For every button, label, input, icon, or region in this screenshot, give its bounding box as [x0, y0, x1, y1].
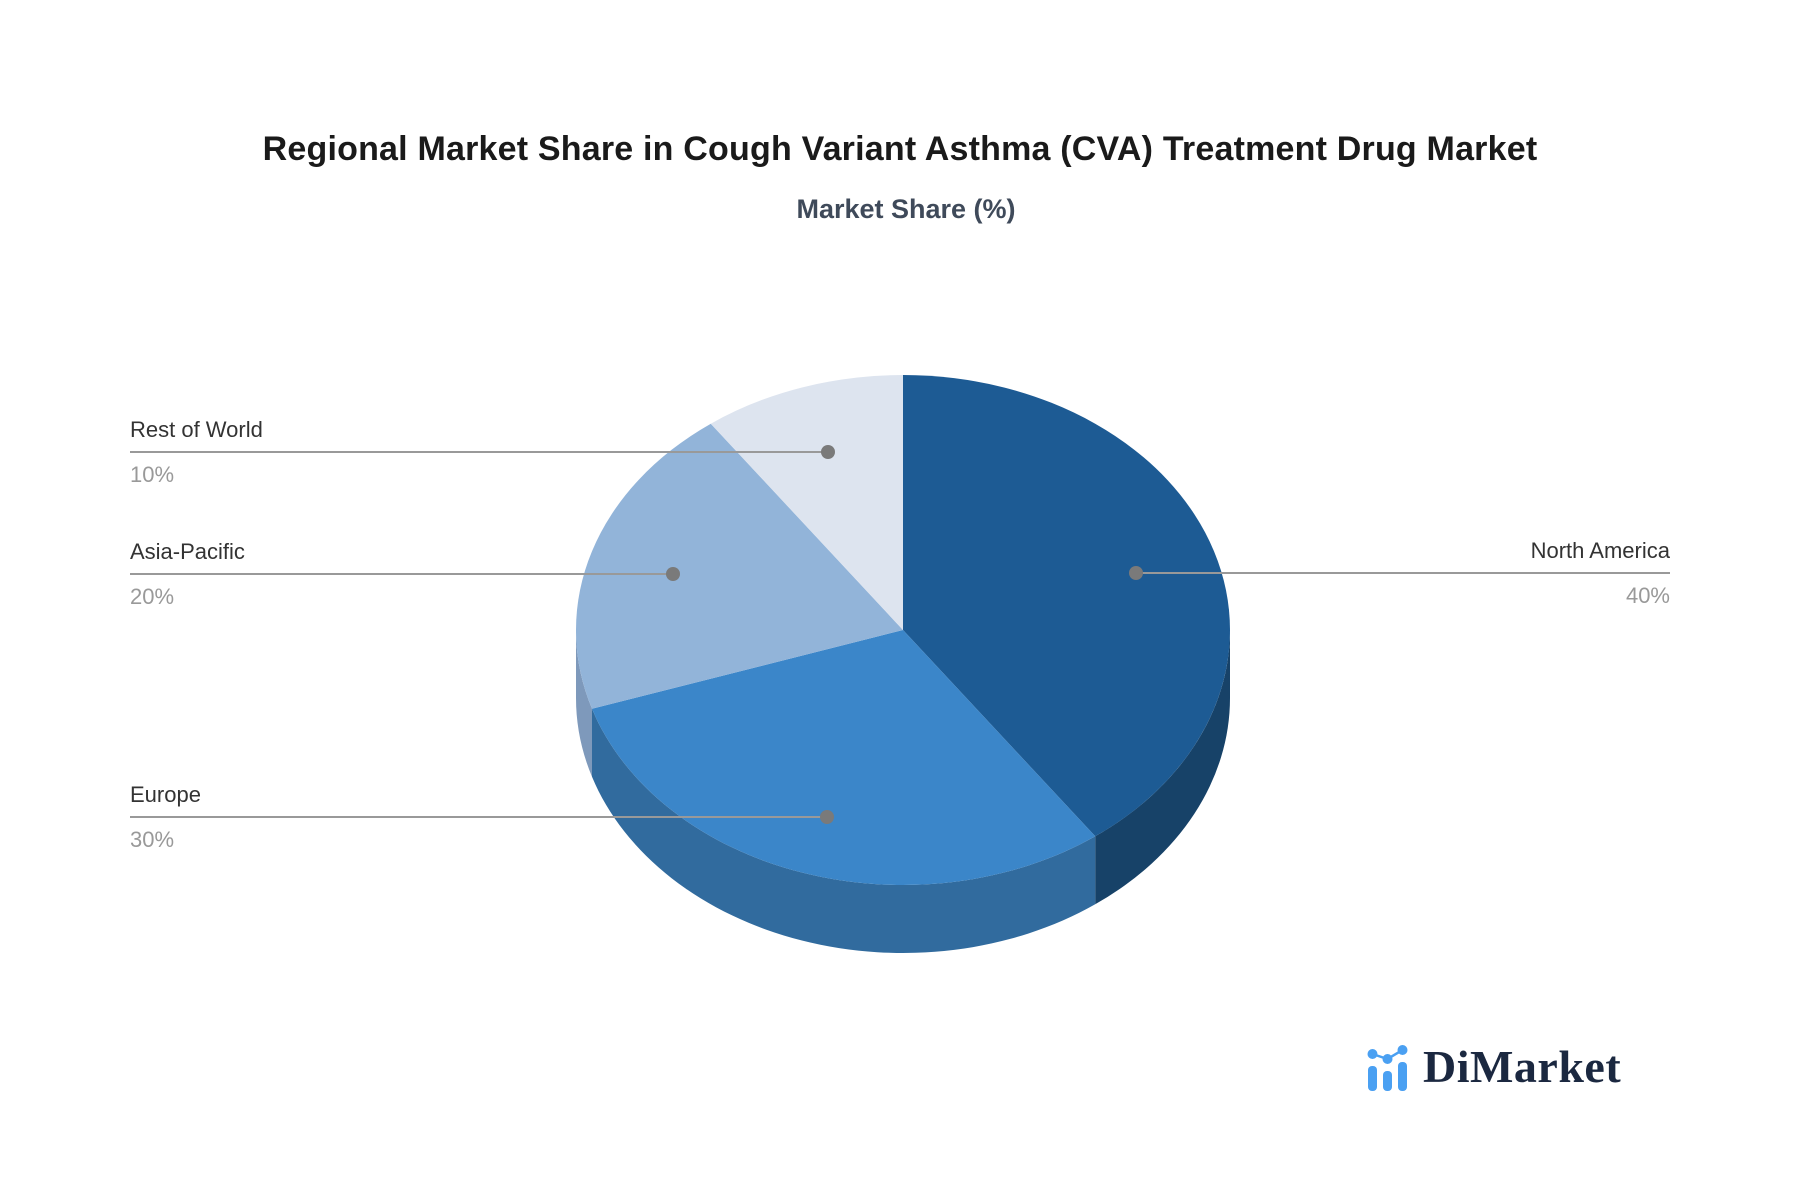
- slice-value: 10%: [130, 462, 175, 487]
- logo-bar: [1368, 1065, 1377, 1091]
- page-title: Regional Market Share in Cough Variant A…: [262, 130, 1538, 168]
- leader-dot-rest-of-world: [821, 445, 835, 459]
- annotation-north-america-label: North America: [1531, 537, 1670, 565]
- slice-label: Europe: [130, 782, 201, 807]
- pie-slice-europe[interactable]: [592, 630, 1096, 886]
- slice-label: Rest of World: [130, 417, 263, 442]
- bar-chart-with-dots-logo-icon: [1367, 1044, 1408, 1091]
- logo-bar: [1398, 1061, 1407, 1091]
- leader-dot-asia-pacific: [666, 567, 680, 581]
- annotation-asia-pacific-value: 20%: [130, 583, 174, 611]
- dimarket-logo-text: DiMarket: [1423, 1041, 1622, 1092]
- slice-label: North America: [1530, 538, 1670, 563]
- slice-label: Asia-Pacific: [130, 539, 245, 564]
- logo-dot: [1367, 1048, 1378, 1059]
- leader-dot-north-america: [1129, 566, 1143, 580]
- annotation-asia-pacific-label: Asia-Pacific: [130, 538, 245, 566]
- chart-subtitle: Market Share (%): [796, 194, 1016, 224]
- logo-dot: [1397, 1044, 1408, 1055]
- logo-dot: [1382, 1053, 1393, 1064]
- slice-value: 30%: [130, 827, 175, 852]
- annotation-rest-of-world-label: Rest of World: [130, 416, 263, 444]
- pie-slice-asia-pacific[interactable]: [575, 423, 903, 709]
- pie-side-north-america: [1095, 630, 1230, 905]
- annotation-north-america-value: 40%: [1626, 582, 1670, 610]
- leader-dot-europe: [820, 810, 834, 824]
- annotation-europe-label: Europe: [130, 781, 201, 809]
- dimarket-logo: DiMarket: [1367, 1040, 1621, 1093]
- slice-value: 20%: [130, 584, 175, 609]
- pie-side-asia-pacific: [576, 630, 592, 777]
- annotation-europe-value: 30%: [130, 826, 174, 854]
- pie-side-europe: [592, 708, 1096, 954]
- pie-slice-north-america[interactable]: [903, 375, 1230, 837]
- logo-bar: [1383, 1070, 1392, 1091]
- annotation-rest-of-world-value: 10%: [130, 461, 174, 489]
- pie-slice-rest-of-world[interactable]: [710, 375, 903, 630]
- slice-value: 40%: [1625, 583, 1670, 608]
